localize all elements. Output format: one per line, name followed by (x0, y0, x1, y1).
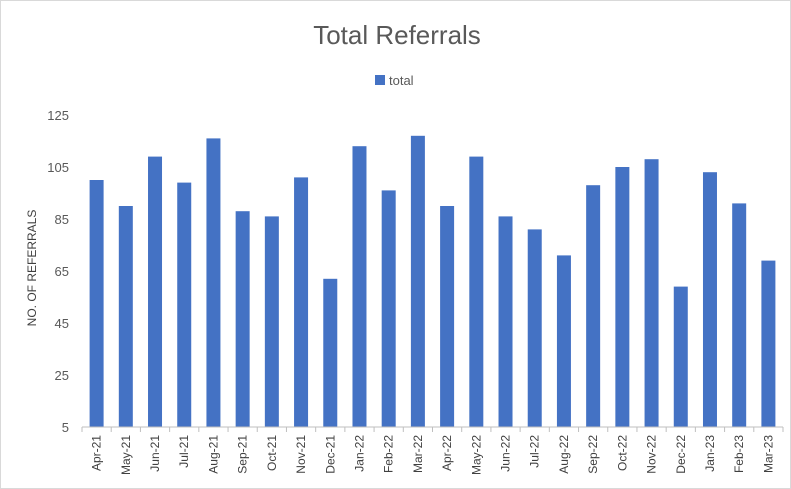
y-tick-label: 45 (55, 316, 69, 331)
bar (294, 177, 309, 427)
bar (323, 278, 338, 427)
y-axis-label: NO. OF REFERRALS (25, 210, 39, 327)
y-tick-label: 65 (55, 264, 69, 279)
x-tick-label: Aug-22 (557, 435, 571, 474)
x-tick-label: Jan-23 (703, 435, 717, 472)
bar (556, 255, 571, 427)
y-axis: 5 25 45 65 85 105 125 (47, 108, 69, 435)
bar (148, 156, 163, 427)
x-tick-label: Nov-22 (645, 435, 659, 474)
x-tick-label: Sep-22 (586, 435, 600, 474)
bar (761, 260, 776, 427)
bar (469, 156, 484, 427)
x-tick-label: Jan-22 (352, 435, 366, 472)
bar (89, 180, 104, 427)
x-tick-label: Apr-22 (440, 435, 454, 471)
x-tick-label: Nov-21 (294, 435, 308, 474)
bar (498, 216, 513, 427)
bar (644, 159, 659, 427)
x-tick-label: Jul-22 (528, 435, 542, 468)
x-tick-label: May-22 (469, 435, 483, 475)
bar (235, 211, 250, 427)
x-tick-label: Apr-21 (90, 435, 104, 471)
y-tick-label: 105 (47, 160, 69, 175)
x-tick-label: Dec-21 (323, 435, 337, 474)
x-tick-label: Feb-22 (382, 435, 396, 473)
bar (264, 216, 279, 427)
chart-title: Total Referrals (313, 20, 481, 50)
y-tick-label: 25 (55, 368, 69, 383)
bars (89, 135, 776, 428)
bar (732, 203, 747, 427)
legend-label: total (389, 73, 414, 88)
x-tick-label: Aug-21 (206, 435, 220, 474)
x-tick-label: Jun-21 (148, 435, 162, 472)
bar (615, 167, 630, 427)
x-tick-label: Mar-22 (411, 435, 425, 473)
x-tick-label: Mar-23 (761, 435, 775, 473)
x-tick-label: Jun-22 (499, 435, 513, 472)
x-tick-label: Oct-22 (615, 435, 629, 471)
x-tick-label: May-21 (119, 435, 133, 475)
y-tick-label: 125 (47, 108, 69, 123)
x-axis: Apr-21 May-21 Jun-21 Jul-21 Aug-21 Sep-21 Oct-… (81, 426, 784, 475)
bar (586, 185, 601, 427)
bar (118, 206, 133, 427)
y-tick-label: 5 (62, 420, 69, 435)
x-tick-label: Feb-23 (732, 435, 746, 473)
bar (206, 138, 221, 427)
bar (527, 229, 542, 427)
bar (673, 286, 688, 427)
x-tick-label: Dec-22 (674, 435, 688, 474)
y-tick-label: 85 (55, 212, 69, 227)
bar (177, 182, 192, 427)
bar (410, 135, 425, 428)
legend-swatch (375, 75, 385, 85)
bar (352, 146, 367, 427)
legend: total (375, 73, 414, 88)
x-tick-label: Sep-21 (236, 435, 250, 474)
bar (702, 172, 717, 427)
x-tick-label: Oct-21 (265, 435, 279, 471)
bar (381, 190, 396, 427)
bar (440, 206, 455, 427)
x-tick-label: Jul-21 (177, 435, 191, 468)
